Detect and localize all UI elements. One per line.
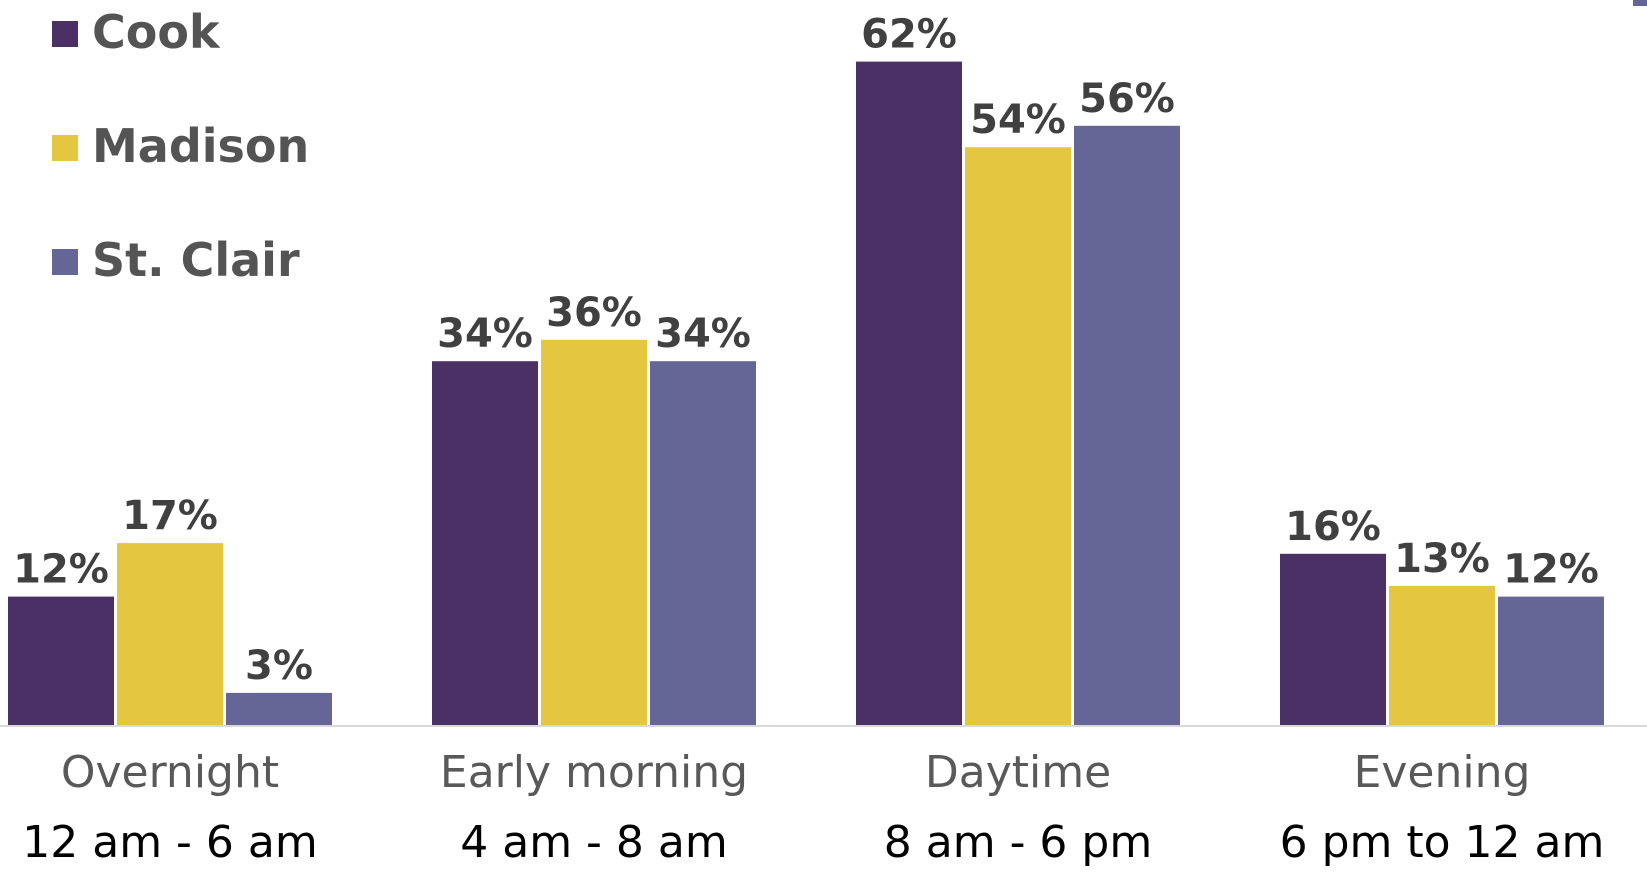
data-label-st-clair-2: 34% (655, 311, 751, 357)
x-tick-label: Daytime (925, 747, 1111, 798)
data-label-madison-3: 54% (970, 97, 1066, 143)
legend-label-st-clair: St. Clair (92, 233, 300, 287)
data-label-cook-1: 12% (13, 547, 109, 593)
legend-swatch-st-clair (52, 249, 78, 275)
bar-st-clair-2 (650, 361, 756, 725)
x-subtick-label: 8 am - 6 pm (884, 817, 1152, 868)
data-label-st-clair-3: 56% (1079, 76, 1175, 122)
data-label-madison-2: 36% (546, 290, 642, 336)
x-subtick-label: 6 pm to 12 am (1280, 817, 1605, 868)
data-label-madison-1: 17% (122, 493, 218, 539)
bar-madison-4 (1389, 585, 1495, 725)
bar-cook-4 (1280, 553, 1386, 725)
legend-swatch-madison (52, 135, 78, 161)
bar-madison-1 (117, 543, 223, 725)
x-tick-label: Evening (1354, 747, 1531, 798)
data-label-st-clair-1: 3% (245, 643, 313, 689)
data-label-st-clair-4: 12% (1503, 547, 1599, 593)
legend-swatch-cook (52, 21, 78, 47)
x-tick-label: Early morning (440, 747, 748, 798)
legend-label-cook: Cook (92, 5, 220, 59)
legend-label-madison: Madison (92, 119, 310, 173)
bar-cook-3 (856, 61, 962, 726)
x-subtick-label: 4 am - 8 am (460, 817, 727, 868)
data-label-cook-4: 16% (1285, 504, 1381, 550)
x-subtick-label: 12 am - 6 am (22, 817, 317, 868)
bar-madison-3 (965, 147, 1071, 725)
data-label-madison-4: 13% (1394, 536, 1490, 582)
bar-st-clair-1 (226, 692, 332, 725)
bar-st-clair-4 (1498, 596, 1604, 725)
bar-cook-2 (432, 361, 538, 725)
bar-cook-1 (8, 596, 114, 725)
data-label-cook-2: 34% (437, 311, 533, 357)
data-label-cook-3: 62% (861, 12, 957, 58)
bar-madison-2 (541, 339, 647, 725)
corner-accent (1633, 0, 1647, 6)
bar-st-clair-3 (1074, 125, 1180, 726)
x-tick-label: Overnight (61, 747, 279, 798)
